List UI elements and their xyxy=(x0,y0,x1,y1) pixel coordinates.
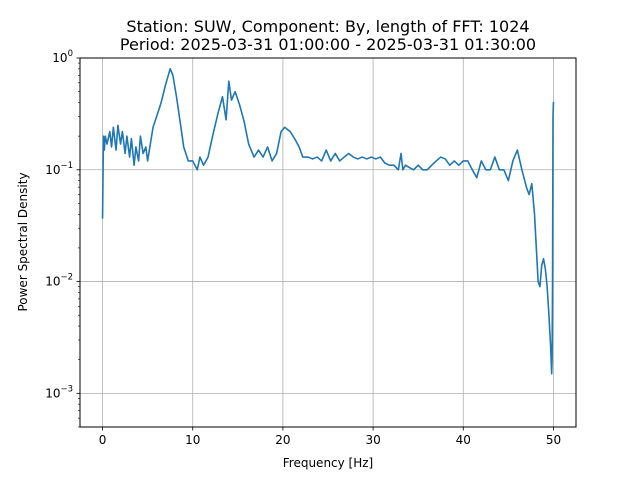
y-tick-label: 10−1 xyxy=(45,161,73,177)
psd-series xyxy=(101,68,555,375)
y-tick-base: 10 xyxy=(45,163,60,177)
chart-subtitle: Period: 2025-03-31 01:00:00 - 2025-03-31… xyxy=(120,35,536,54)
y-tick-base: 10 xyxy=(45,386,60,400)
psd-line xyxy=(101,68,555,375)
x-tick-label: 0 xyxy=(99,433,107,447)
y-tick-exponent: −3 xyxy=(60,384,73,394)
y-tick-label: 10−3 xyxy=(45,384,73,400)
plot-frame xyxy=(79,57,577,428)
y-tick-exponent: −1 xyxy=(60,161,73,171)
x-tick-label: 20 xyxy=(275,433,290,447)
y-tick-exponent: −2 xyxy=(60,273,73,283)
y-tick-base: 10 xyxy=(52,51,67,65)
x-tick-label: 50 xyxy=(546,433,561,447)
chart-title: Station: SUW, Component: By, length of F… xyxy=(126,17,529,36)
x-axis-label: Frequency [Hz] xyxy=(283,456,374,470)
x-tick-label: 10 xyxy=(185,433,200,447)
y-tick-base: 10 xyxy=(45,275,60,289)
y-axis-label: Power Spectral Density xyxy=(16,172,30,311)
y-tick-label: 100 xyxy=(52,49,73,65)
x-tick-label: 30 xyxy=(365,433,380,447)
y-tick-label: 10−2 xyxy=(45,273,73,289)
x-tick-label: 40 xyxy=(456,433,471,447)
y-tick-exponent: 0 xyxy=(68,49,73,59)
x-axis-ticks: 0 10 20 30 40 50 xyxy=(99,427,561,447)
